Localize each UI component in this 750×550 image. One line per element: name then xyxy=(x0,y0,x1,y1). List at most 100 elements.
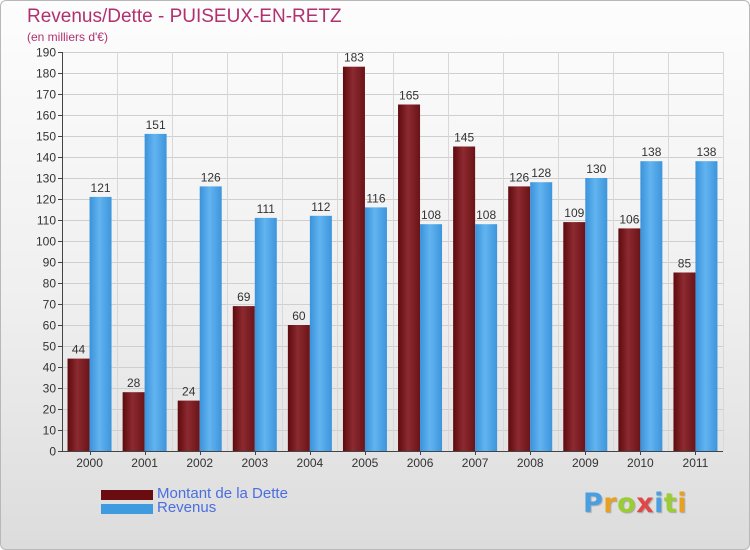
proxiti-logo: Proxiti xyxy=(583,488,687,519)
data-label: 121 xyxy=(91,181,111,195)
logo-letter: t xyxy=(663,488,678,519)
chart-title: Revenus/Dette - PUISEUX-EN-RETZ xyxy=(27,6,342,27)
x-tick-label: 2002 xyxy=(186,456,213,470)
x-tick-label: 2005 xyxy=(352,456,379,470)
data-label: 28 xyxy=(127,376,141,390)
y-tick-label: 170 xyxy=(36,88,56,102)
legend-swatch-dette xyxy=(101,490,153,500)
bar-revenus xyxy=(89,196,112,451)
bar-revenus xyxy=(199,186,222,451)
y-tick-label: 190 xyxy=(36,46,56,60)
logo-letter: r xyxy=(603,488,618,519)
bar-dette xyxy=(67,358,90,451)
bar-dette xyxy=(453,146,476,451)
x-tick-label: 2004 xyxy=(297,456,324,470)
data-label: 138 xyxy=(641,145,661,159)
legend-label-dette: Montant de la Dette xyxy=(157,485,288,502)
bar-revenus xyxy=(475,224,498,451)
y-tick-label: 70 xyxy=(43,298,57,312)
y-tick-label: 40 xyxy=(43,361,57,375)
data-label: 108 xyxy=(476,208,496,222)
bar-revenus xyxy=(640,161,663,451)
bar-dette xyxy=(122,392,145,451)
y-tick-label: 160 xyxy=(36,109,56,123)
bar-dette xyxy=(673,272,696,451)
logo-letter: x xyxy=(636,488,655,519)
data-label: 183 xyxy=(344,51,364,65)
data-label: 85 xyxy=(678,257,692,271)
data-label: 116 xyxy=(366,191,385,205)
legend-label-revenus: Revenus xyxy=(157,499,217,516)
x-tick-label: 2011 xyxy=(683,456,709,470)
bar-dette xyxy=(287,325,310,451)
y-tick-label: 180 xyxy=(36,67,56,81)
y-tick-label: 20 xyxy=(43,403,57,417)
data-label: 145 xyxy=(454,131,474,145)
y-tick-label: 50 xyxy=(43,340,57,354)
x-tick-label: 2001 xyxy=(131,456,158,470)
bars xyxy=(67,66,718,451)
axes: 0 10 20 30 40 50 60 70 80 90 100 110 120 130 140 150 160… xyxy=(36,46,723,470)
x-tick-label: 2010 xyxy=(627,456,654,470)
y-tick-label: 80 xyxy=(43,277,57,291)
data-label: 138 xyxy=(696,145,716,159)
y-tick-label: 130 xyxy=(36,172,56,186)
data-label: 109 xyxy=(564,206,584,220)
legend-swatch-revenus xyxy=(101,504,153,514)
data-label: 151 xyxy=(146,118,166,132)
data-label: 69 xyxy=(237,290,251,304)
bar-revenus xyxy=(364,207,387,451)
bar-dette xyxy=(232,306,255,451)
data-label: 130 xyxy=(586,162,606,176)
data-label: 112 xyxy=(311,200,330,214)
data-label: 128 xyxy=(531,166,551,180)
logo-letter: i xyxy=(677,488,688,519)
bar-revenus xyxy=(254,217,277,451)
y-tick-label: 100 xyxy=(36,235,56,249)
data-label: 44 xyxy=(72,343,86,357)
data-label: 165 xyxy=(399,89,419,103)
bar-dette xyxy=(618,228,641,451)
y-tick-label: 10 xyxy=(43,424,57,438)
data-label: 60 xyxy=(292,309,306,323)
x-tick-label: 2003 xyxy=(241,456,268,470)
bar-dette xyxy=(398,104,421,451)
y-tick-label: 30 xyxy=(43,382,57,396)
bar-revenus xyxy=(144,133,167,451)
bar-dette xyxy=(177,400,200,451)
x-tick-label: 2006 xyxy=(407,456,434,470)
bar-revenus xyxy=(309,215,332,451)
data-label: 108 xyxy=(421,208,441,222)
bar-revenus xyxy=(585,178,608,451)
data-label: 126 xyxy=(201,170,221,184)
y-tick-label: 150 xyxy=(36,130,56,144)
x-tick-label: 2007 xyxy=(462,456,489,470)
data-label: 126 xyxy=(509,170,529,184)
data-label: 24 xyxy=(182,385,196,399)
bar-revenus xyxy=(530,182,553,451)
bar-revenus xyxy=(420,224,443,451)
bar-dette xyxy=(563,222,586,451)
grid xyxy=(62,52,724,452)
chart-subtitle: (en milliers d'€) xyxy=(27,30,108,44)
x-tick-label: 2008 xyxy=(517,456,544,470)
y-tick-label: 140 xyxy=(36,151,56,165)
bar-revenus xyxy=(695,161,718,451)
data-label: 106 xyxy=(619,212,639,226)
logo-letter: i xyxy=(654,488,664,519)
x-tick-label: 2009 xyxy=(572,456,599,470)
y-tick-label: 90 xyxy=(43,256,57,270)
data-label: 111 xyxy=(257,202,276,216)
y-tick-label: 0 xyxy=(49,445,56,459)
logo-letter: P xyxy=(583,488,604,519)
y-tick-label: 60 xyxy=(43,319,57,333)
y-tick-label: 120 xyxy=(36,193,56,207)
bar-dette xyxy=(342,66,365,451)
data-labels: 44 121 28 151 24 126 69 111 60 112 183 116 165 108 145… xyxy=(72,51,717,399)
x-tick-label: 2000 xyxy=(76,456,103,470)
y-tick-label: 110 xyxy=(37,214,56,228)
bar-dette xyxy=(508,186,531,451)
logo-letter: o xyxy=(617,488,637,519)
